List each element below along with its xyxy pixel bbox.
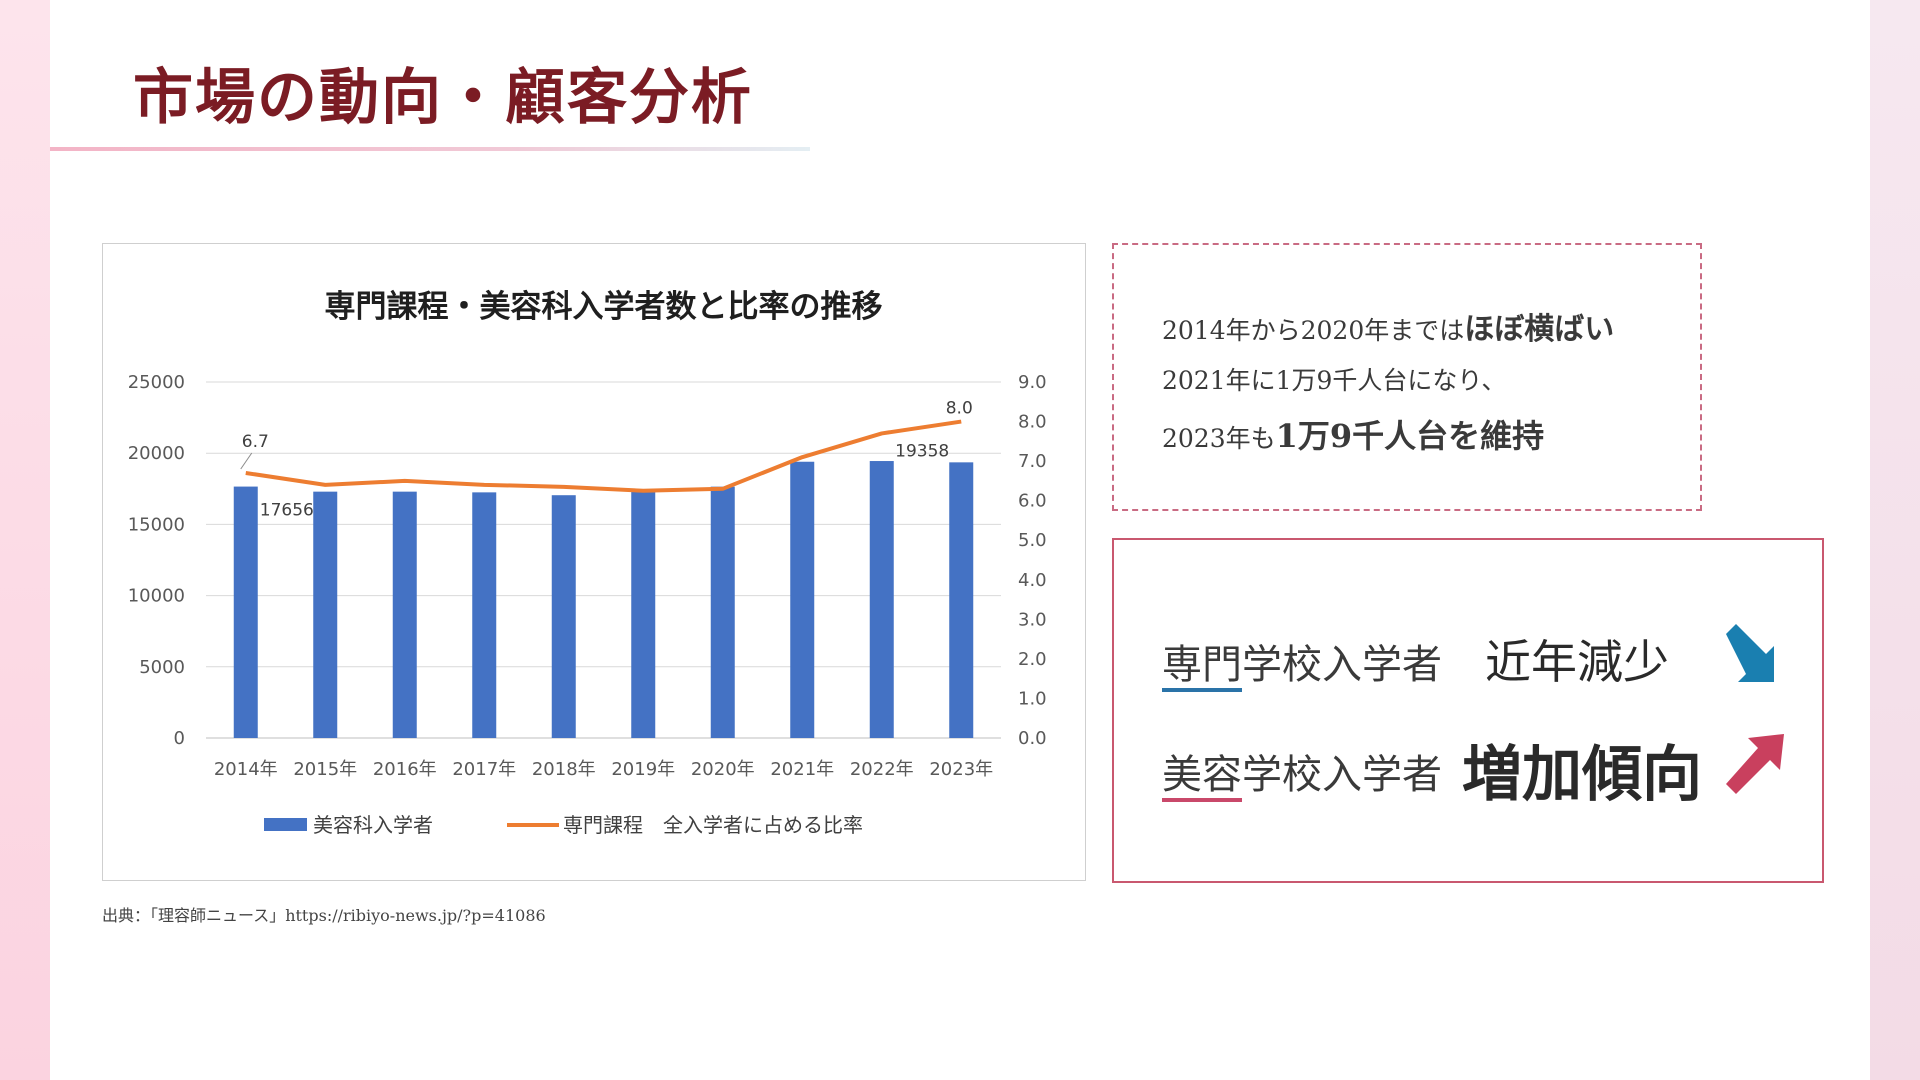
data-label-last-line: 8.0 (946, 399, 973, 419)
bar (472, 492, 497, 738)
y-right-tick-label: 5.0 (1018, 530, 1047, 551)
x-tick-label: 2014年 (214, 759, 278, 780)
trend-value-beauty: 増加傾向 (1462, 740, 1702, 810)
x-tick-label: 2016年 (373, 759, 437, 780)
x-tick-label: 2018年 (532, 759, 596, 780)
trend-underline-vocational (1162, 688, 1242, 692)
bar (631, 490, 656, 738)
left-side-band (0, 0, 50, 1080)
data-label-leader (240, 452, 253, 470)
x-tick-label: 2017年 (452, 759, 516, 780)
chart: 専門課程・美容科入学者数と比率の推移 0 5000 10000 15000 20000 25… (128, 289, 1047, 837)
y-left-tick-label: 20000 (128, 443, 185, 464)
x-tick-label: 2019年 (611, 759, 675, 780)
bar (790, 461, 815, 738)
y-left-tick-label: 10000 (128, 586, 185, 607)
bar (392, 491, 417, 738)
x-tick-label: 2023年 (929, 759, 993, 780)
y-right-tick-label: 7.0 (1018, 451, 1047, 472)
bar (710, 486, 735, 738)
y-right-tick-label: 4.0 (1018, 570, 1047, 591)
line-series (245, 419, 962, 493)
note-line-3: 2023年も1万9千人台を維持 (1162, 406, 1700, 469)
note-line-1-prefix: 2014年から2020年までは (1162, 316, 1465, 345)
bar (869, 461, 894, 738)
y-left-tick-label: 5000 (139, 657, 185, 678)
x-tick-label: 2020年 (691, 759, 755, 780)
bar (949, 462, 974, 738)
bar (233, 486, 258, 738)
note-line-1-emphasis: ほぼ横ばい (1464, 312, 1615, 347)
up-right-arrow-icon (1726, 734, 1784, 794)
bar (313, 491, 338, 738)
title-underline (50, 147, 810, 151)
y-right-tick-label: 3.0 (1018, 609, 1047, 630)
legend-label-bars: 美容科入学者 (313, 813, 433, 837)
y-right-tick-label: 1.0 (1018, 688, 1047, 709)
note-line-2: 2021年に1万9千人台になり、 (1162, 366, 1507, 395)
trend-value-vocational: 近年減少 (1485, 635, 1669, 689)
trend-underline-beauty (1162, 798, 1242, 802)
x-tick-label: 2015年 (293, 759, 357, 780)
trend-box: 専門学校入学者 近年減少 美容学校入学者 増加傾向 (1112, 538, 1824, 883)
summary-note-box: 2014年から2020年まではほぼ横ばい 2021年に1万9千人台になり、 20… (1112, 243, 1702, 511)
y-left-tick-label: 15000 (128, 514, 185, 535)
y-right-tick-label: 6.0 (1018, 491, 1047, 512)
x-tick-label: 2021年 (770, 759, 834, 780)
legend-label-line: 専門課程 全入学者に占める比率 (563, 813, 863, 837)
down-right-arrow-icon (1726, 624, 1774, 682)
chart-frame: 専門課程・美容科入学者数と比率の推移 0 5000 10000 15000 20000 25… (102, 243, 1086, 881)
note-line-3-emphasis: 1万9千人台を維持 (1275, 417, 1545, 455)
source-citation: 出典：「理容師ニュース」https://ribiyo-news.jp/?p=41… (102, 906, 546, 925)
y-left-tick-label: 0 (174, 728, 185, 749)
data-label-first-bar: 17656 (260, 501, 314, 521)
bar (551, 495, 576, 738)
data-label-first-line: 6.7 (242, 432, 269, 452)
y-right-tick-label: 2.0 (1018, 649, 1047, 670)
trend-label-vocational: 専門学校入学者 (1162, 642, 1442, 688)
page-title: 市場の動向・顧客分析 (133, 63, 753, 133)
y-right-tick-label: 0.0 (1018, 728, 1047, 749)
note-line-1: 2014年から2020年まではほぼ横ばい (1162, 305, 1700, 356)
data-label-last-bar: 19358 (895, 441, 949, 461)
chart-title: 専門課程・美容科入学者数と比率の推移 (325, 289, 883, 325)
legend-swatch-bars (264, 818, 307, 831)
note-line-3-prefix: 2023年も (1162, 424, 1276, 453)
right-side-band (1870, 0, 1920, 1080)
y-left-tick-label: 25000 (128, 372, 185, 393)
y-right-tick-label: 9.0 (1018, 372, 1047, 393)
y-right-tick-label: 8.0 (1018, 412, 1047, 433)
x-tick-label: 2022年 (850, 759, 914, 780)
trend-label-beauty: 美容学校入学者 (1162, 752, 1442, 798)
